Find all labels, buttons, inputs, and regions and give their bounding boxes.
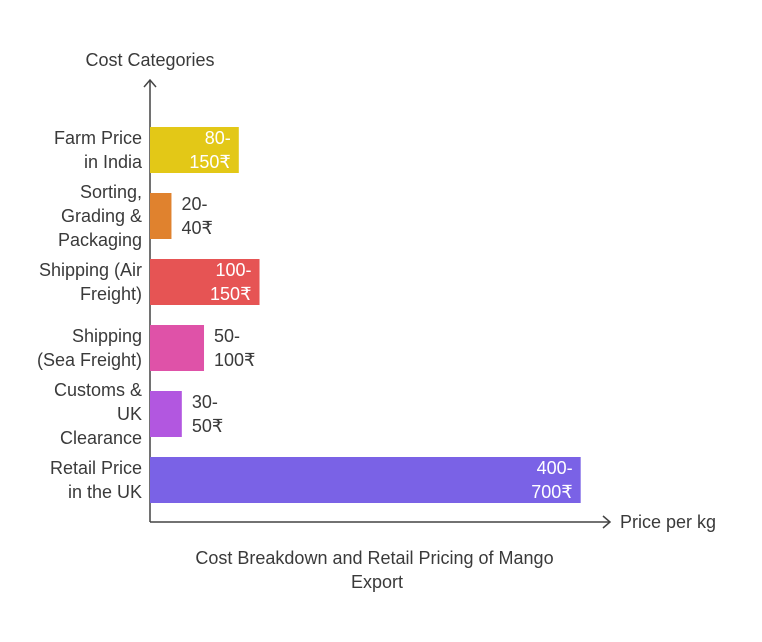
- category-label-4: Shipping (Sea Freight): [37, 326, 142, 370]
- category-label-3: Shipping (Air Freight): [39, 260, 142, 304]
- category-label-line: Retail Price: [50, 458, 142, 478]
- value-label-4: 50- 100₹: [214, 326, 255, 370]
- category-label-line: Shipping: [72, 326, 142, 346]
- category-label-line: Shipping (Air: [39, 260, 142, 280]
- value-label-line: 50-: [214, 326, 240, 346]
- y-axis-arrow: [143, 78, 157, 88]
- value-label-5: 30-50₹: [192, 392, 223, 436]
- category-label-line: (Sea Freight): [37, 350, 142, 370]
- bar-1: [150, 127, 239, 173]
- category-label-line: Grading &: [61, 206, 142, 226]
- bars-group: Farm Price in India 80- 150₹ Sorting, Grading…: [37, 127, 581, 503]
- value-label-line: 100-: [215, 260, 251, 280]
- category-label-line: in the UK: [68, 482, 142, 502]
- value-label-line: 50₹: [192, 416, 223, 436]
- x-axis-title: Price per kg: [620, 512, 716, 532]
- category-label-line: Sorting,: [80, 182, 142, 202]
- value-label-line: 150₹: [189, 152, 230, 172]
- category-label-line: UK: [117, 404, 142, 424]
- value-label-line: 20-: [181, 194, 207, 214]
- value-label-1: 80- 150₹: [189, 128, 230, 172]
- bar-6: [150, 457, 581, 503]
- caption-line-1: Cost Breakdown and Retail Pricing of Man…: [195, 548, 553, 568]
- bar-2: [150, 193, 172, 239]
- bar-5: [150, 391, 182, 437]
- value-label-line: 80-: [205, 128, 231, 148]
- category-label-2: Sorting, Grading & Packaging: [58, 182, 142, 250]
- category-label-line: in India: [84, 152, 143, 172]
- category-label-line: Freight): [80, 284, 142, 304]
- bar-4: [150, 325, 205, 371]
- category-label-line: Farm Price: [54, 128, 142, 148]
- value-label-6: 400- 700₹: [531, 458, 572, 502]
- value-label-line: 30-: [192, 392, 218, 412]
- value-label-line: 40₹: [181, 218, 212, 238]
- value-label-line: 400-: [537, 458, 573, 478]
- caption-line-2: Export: [351, 572, 403, 592]
- category-label-6: Retail Price in the UK: [50, 458, 142, 502]
- chart-caption: Cost Breakdown and Retail Pricing of Man…: [195, 548, 558, 592]
- category-label-1: Farm Price in India: [54, 128, 143, 172]
- value-label-3: 100- 150₹: [210, 260, 251, 304]
- bar-3: [150, 259, 260, 305]
- category-label-line: Packaging: [58, 230, 142, 250]
- category-label-5: Customs & UK Clearance: [54, 380, 142, 448]
- category-label-line: Customs &: [54, 380, 142, 400]
- category-label-line: Clearance: [60, 428, 142, 448]
- value-label-line: 150₹: [210, 284, 251, 304]
- x-axis-arrow: [602, 515, 612, 529]
- value-label-line: 100₹: [214, 350, 255, 370]
- value-label-line: 700₹: [531, 482, 572, 502]
- value-label-2: 20-40₹: [181, 194, 212, 238]
- y-axis-title: Cost Categories: [85, 50, 214, 70]
